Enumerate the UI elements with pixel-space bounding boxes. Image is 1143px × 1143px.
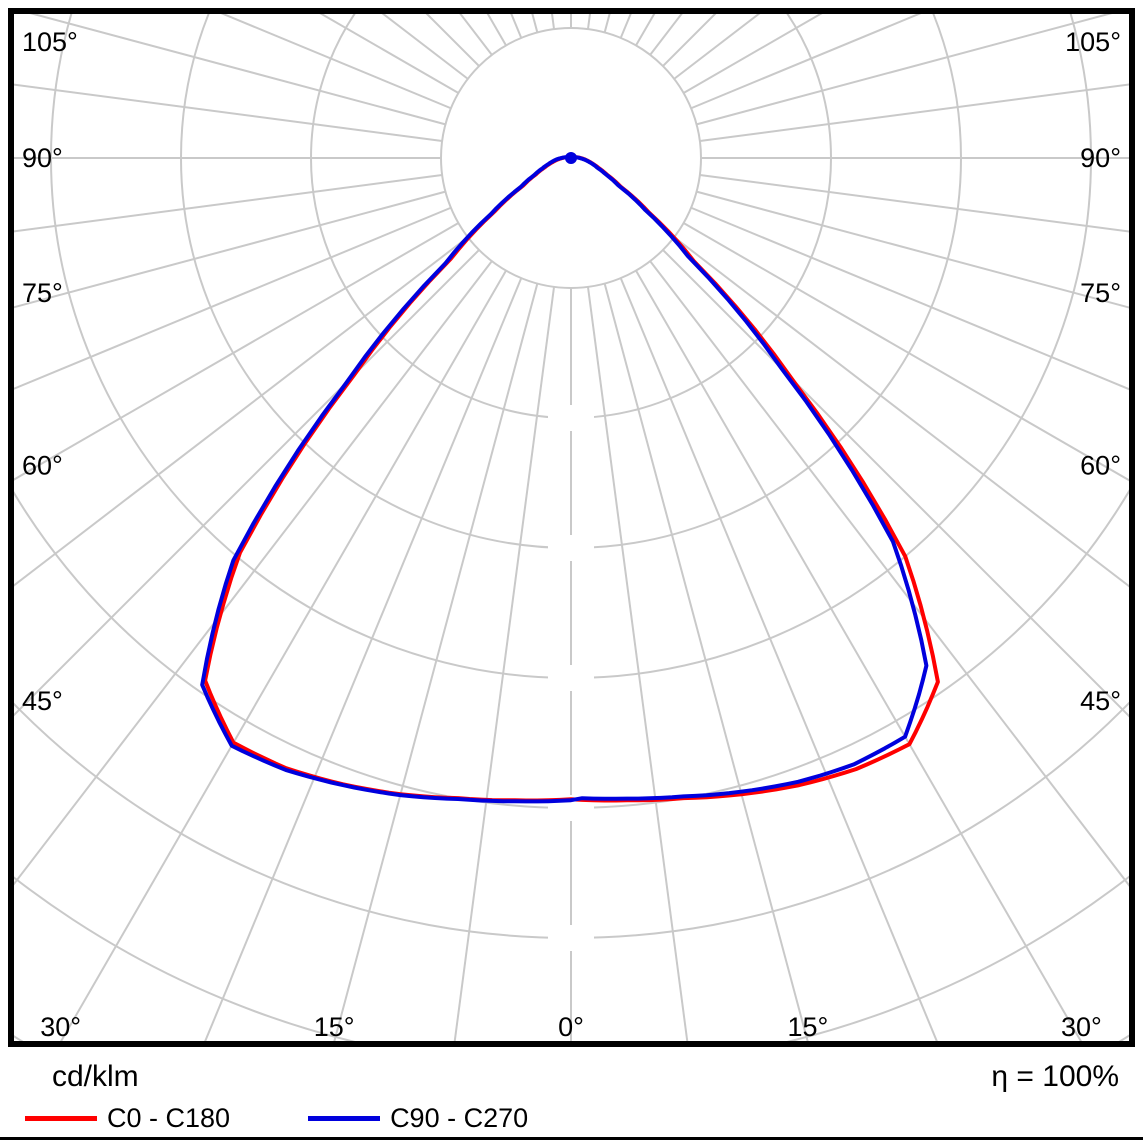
ring-tick-box	[548, 665, 594, 691]
legend-swatch-c0-c180	[25, 1115, 97, 1121]
efficiency-label: η = 100%	[991, 1060, 1119, 1093]
angle-labels: 105° 105° 90° 90° 75° 75° 60° 60° 45° 45° 30° 15° 0°…	[22, 27, 1121, 1042]
angle-tick-label: 90°	[1080, 143, 1121, 173]
angle-tick-label: 30°	[1061, 1012, 1102, 1042]
ring-tick-box	[548, 925, 594, 951]
ring-tick-box	[548, 535, 594, 561]
legend-swatch-c90-c270	[308, 1115, 381, 1121]
angle-tick-label: 15°	[787, 1012, 828, 1042]
angle-tick-label: 60°	[1080, 451, 1121, 481]
angle-tick-label: 0°	[558, 1012, 584, 1042]
angle-tick-label: 45°	[1080, 686, 1121, 716]
legend: C0 - C180 C90 - C270	[25, 1102, 606, 1134]
angle-tick-label: 75°	[22, 278, 63, 308]
angle-tick-label: 90°	[22, 143, 63, 173]
angle-tick-label: 45°	[22, 686, 63, 716]
angle-tick-label: 15°	[314, 1012, 355, 1042]
units-label: cd/klm	[52, 1060, 139, 1093]
angle-tick-label: 75°	[1080, 278, 1121, 308]
curve-c90-c270	[200, 155, 929, 804]
polar-grid	[14, 14, 1129, 1041]
pole-dot	[565, 152, 577, 164]
angle-tick-label: 60°	[22, 451, 63, 481]
legend-label-c90-c270: C90 - C270	[390, 1103, 529, 1133]
chart-frame	[8, 8, 1135, 1047]
angle-tick-label: 105°	[1065, 27, 1121, 57]
bottom-divider	[0, 1137, 1143, 1140]
angle-tick-label: 105°	[22, 27, 78, 57]
polar-chart-canvas: 105° 105° 90° 90° 75° 75° 60° 60° 45° 45° 30° 15° 0°…	[8, 8, 1135, 1047]
ring-tick-box	[548, 405, 594, 431]
legend-label-c0-c180: C0 - C180	[107, 1103, 231, 1133]
intensity-curves	[200, 155, 940, 804]
angle-tick-label: 30°	[40, 1012, 81, 1042]
